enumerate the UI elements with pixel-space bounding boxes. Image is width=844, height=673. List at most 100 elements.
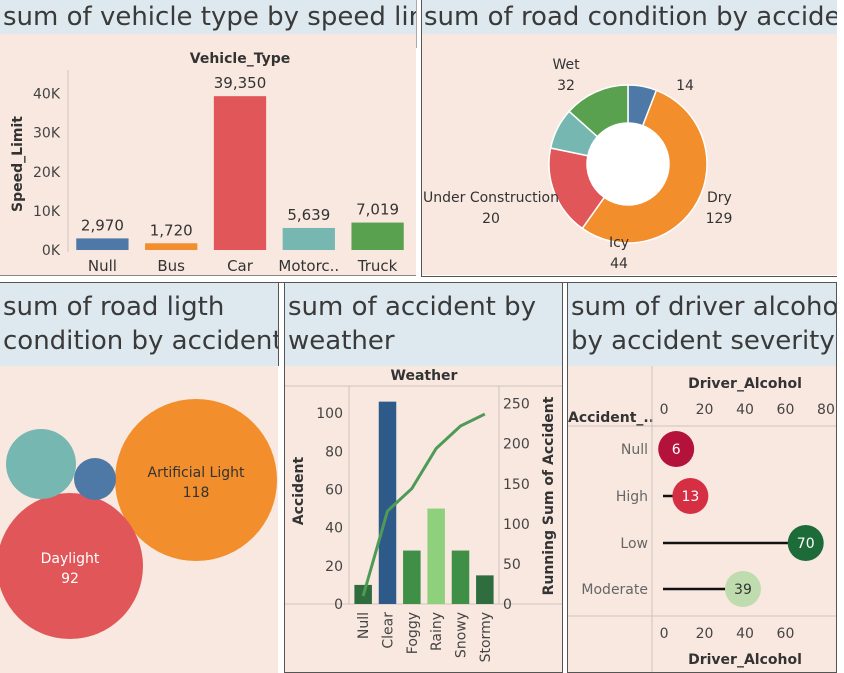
row-label: Moderate — [581, 582, 648, 598]
bar-value-label: 7,019 — [356, 201, 399, 219]
bubble-label: Daylight — [41, 551, 100, 567]
y-tick-label: 80 — [325, 444, 343, 460]
light-title-line2: condition by accident — [3, 326, 278, 356]
x-tick-label: Bus — [157, 257, 185, 275]
bar-value-label: 2,970 — [81, 216, 124, 234]
weather-panel: sum of accident by weather Weather Accide… — [284, 282, 563, 673]
alcohol-title-line1: sum of driver alcohol — [571, 292, 837, 322]
running-sum-line — [361, 412, 486, 597]
bar — [476, 575, 494, 604]
bar — [378, 401, 397, 604]
y2-tick-label: 200 — [503, 437, 530, 453]
y-axis-label: Speed_Limit — [10, 116, 26, 212]
weather-panel-title: sum of accident by weather — [285, 282, 562, 366]
bubble-value: 92 — [61, 571, 79, 587]
bubble-label: Artificial Light — [148, 465, 245, 481]
y-tick-label: 0K — [42, 243, 61, 259]
top-tick-label: 0 — [660, 402, 669, 418]
y-tick-label: 10K — [33, 204, 61, 220]
y2-tick-label: 150 — [503, 477, 530, 493]
weather-title-line2: weather — [288, 326, 395, 356]
slice-value: 44 — [610, 256, 628, 272]
chart-header: Weather — [391, 368, 458, 384]
slice-label: Under Construction — [423, 190, 559, 206]
bar — [351, 222, 404, 250]
separator-top-line — [0, 282, 837, 283]
slice-value: 20 — [482, 211, 500, 227]
road-panel-title: sum of road condition by accident — [421, 0, 837, 34]
dot-value-label: 6 — [672, 442, 681, 458]
dot-value-label: 13 — [681, 489, 699, 505]
bubble-value: 118 — [183, 485, 210, 501]
y2-tick-label: 50 — [503, 557, 521, 573]
row-label: High — [616, 489, 648, 505]
light-bubble-chart: Artificial Light 118 Daylight 92 — [0, 399, 277, 639]
separator-road-bottom — [421, 276, 837, 277]
x-tick-label: Null — [356, 612, 372, 639]
bar-value-label: 1,720 — [150, 221, 193, 239]
row-header: Accident_.. — [568, 410, 654, 426]
light-title-line1: sum of road ligth — [3, 292, 225, 322]
bar-value-label: 5,639 — [287, 206, 330, 224]
row-label: Null — [621, 442, 648, 458]
top-tick-label: 80 — [817, 402, 835, 418]
y2-tick-label: 250 — [503, 397, 530, 413]
separator-left-top — [416, 0, 417, 48]
road-condition-panel: sum of road condition by accident 14 Dry 1… — [421, 0, 837, 275]
y-tick-label: 20 — [325, 559, 343, 575]
y-axis-label: Accident — [291, 456, 307, 525]
x-tick-label: Stormy — [478, 612, 494, 662]
bar — [213, 96, 267, 250]
dot-value-label: 39 — [734, 582, 752, 598]
slice-value: 14 — [676, 78, 694, 94]
bar-value-label: 39,350 — [214, 74, 267, 92]
bottom-tick-label: 0 — [660, 626, 669, 642]
weather-title-line1: sum of accident by — [288, 292, 537, 322]
bubble — [74, 458, 116, 500]
chart-header: Vehicle_Type — [190, 51, 290, 67]
bubble — [0, 493, 143, 639]
road-donut-chart: 14 Dry 129 Icy 44 Under Construction 20 Wet 32 — [423, 57, 733, 272]
bubble — [115, 399, 277, 561]
x-tick-label: Clear — [381, 612, 397, 649]
y-tick-label: 20K — [33, 165, 61, 181]
bar — [427, 508, 445, 604]
light-panel-title: sum of road ligth condition by accident — [0, 282, 278, 366]
slice-label: Dry — [707, 190, 732, 206]
bar — [403, 550, 421, 604]
top-tick-label: 60 — [777, 402, 795, 418]
y-tick-label: 40 — [325, 521, 343, 537]
slice-label: Wet — [552, 57, 580, 73]
bar — [451, 550, 470, 604]
top-tick-label: 20 — [696, 402, 714, 418]
lollipop-dot — [658, 431, 695, 467]
lollipop-dot — [787, 525, 824, 561]
y-tick-label: 30K — [33, 126, 61, 142]
separator-vehicle-bottom — [0, 275, 416, 276]
bottom-tick-label: 20 — [696, 626, 714, 642]
y2-axis-label: Running Sum of Accident — [541, 396, 557, 595]
alcohol-panel: sum of driver alcohol by accident severi… — [567, 282, 837, 673]
separator-light-right — [278, 282, 279, 366]
x-tick-label: Snowy — [454, 612, 470, 658]
slice-value: 129 — [706, 211, 733, 227]
top-axis-title: Driver_Alcohol — [688, 376, 802, 392]
bubble — [6, 429, 76, 499]
slice-label: Icy — [609, 235, 629, 251]
x-tick-label: Motorc.. — [278, 257, 339, 275]
y2-tick-label: 0 — [503, 597, 512, 613]
lollipop-dot — [724, 571, 761, 607]
vehicle-type-panel: sum of vehicle type by speed limit Vehic… — [0, 0, 416, 275]
x-tick-label: Truck — [357, 257, 398, 275]
vehicle-panel-title: sum of vehicle type by speed limit — [0, 0, 416, 34]
light-condition-panel: sum of road ligth condition by accident … — [0, 282, 278, 673]
dot-value-label: 70 — [797, 536, 815, 552]
x-tick-label: Car — [227, 257, 254, 275]
y-tick-label: 0 — [334, 597, 343, 613]
bottom-tick-label: 60 — [777, 626, 795, 642]
y-tick-label: 100 — [316, 406, 343, 422]
alcohol-dot-chart: Driver_Alcohol 0 20 40 60 80 Accident_.. Null 6 H… — [568, 366, 836, 672]
bar — [145, 243, 198, 250]
vehicle-bar-chart: Vehicle_Type Speed_Limit 0K 10K 20K 30K 40K 2,9… — [10, 51, 404, 275]
y2-tick-label: 100 — [503, 517, 530, 533]
